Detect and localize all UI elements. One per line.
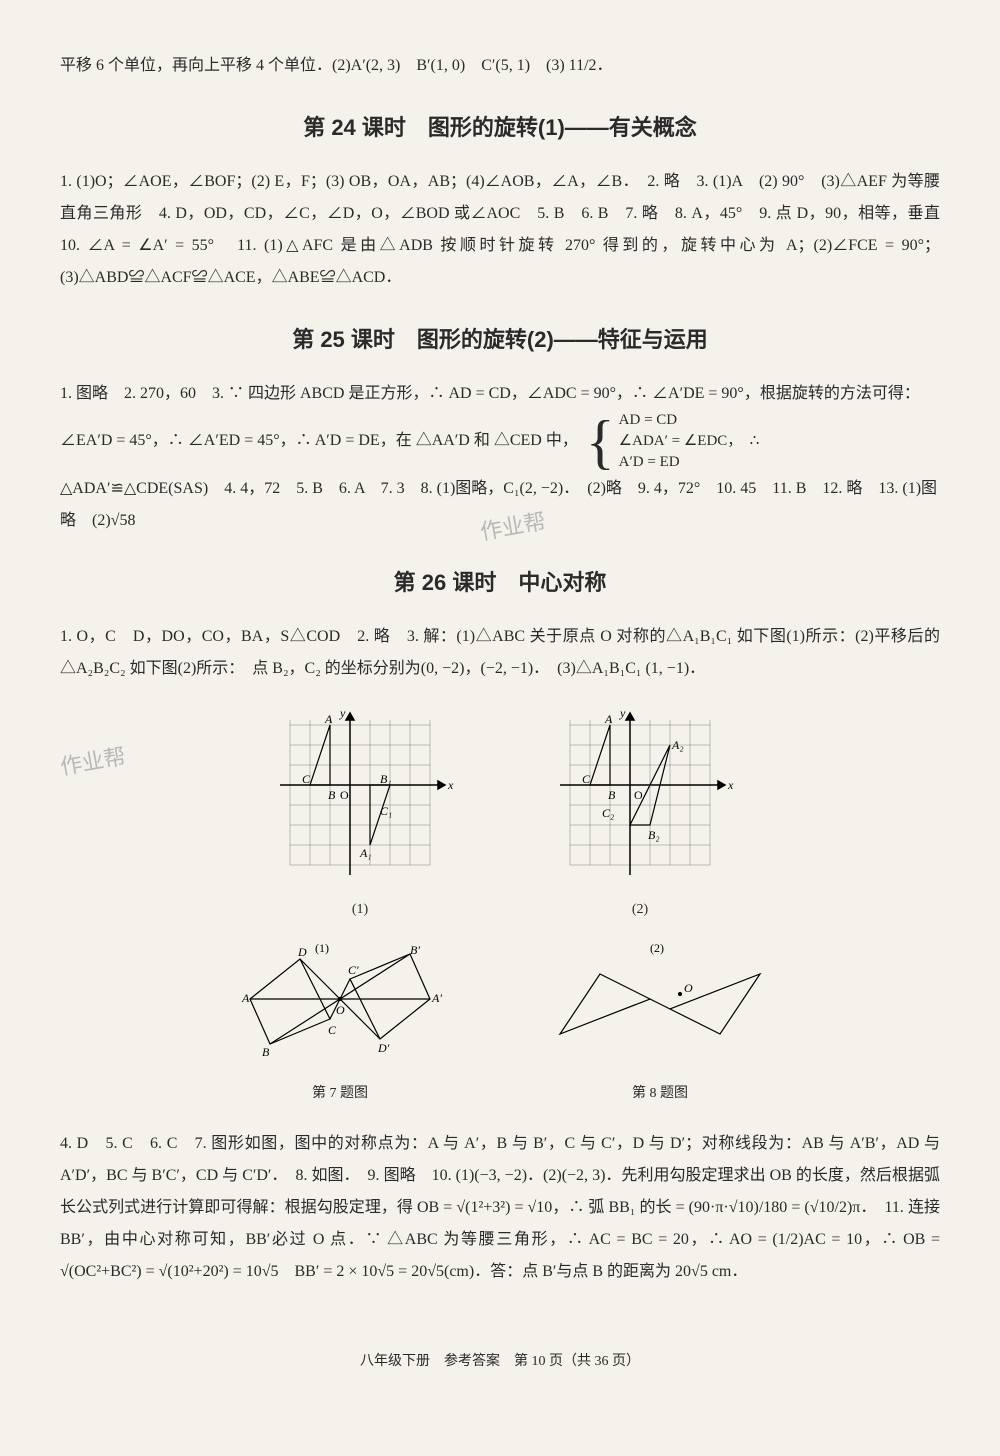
top-continuation-line: 平移 6 个单位，再向上平移 4 个单位．(2)A′(2, 3) B′(1, 0… <box>60 50 940 82</box>
svg-text:B: B <box>328 788 336 802</box>
brace-line-3: A′D = ED <box>619 454 680 470</box>
section-26-p1: 1. O，C D，DO，CO，BA，S△COD 2. 略 3. 解：(1)△AB… <box>60 621 940 685</box>
svg-text:A: A <box>241 991 250 1005</box>
svg-text:D: D <box>297 945 307 959</box>
svg-text:A: A <box>604 712 613 726</box>
figure-row-q7q8: A D B C A′ D′ B′ C′ O (1) 第 7 题图 O (2) 第 8 题图 <box>60 944 940 1108</box>
svg-text:O: O <box>634 788 643 802</box>
svg-text:O: O <box>340 788 349 802</box>
section-25-body: 1. 图略 2. 270，60 3. ∵ 四边形 ABCD 是正方形，∴ AD … <box>60 378 940 537</box>
section-24-body: 1. (1)O；∠AOE，∠BOF；(2) E，F；(3) OB，OA，AB；(… <box>60 166 940 294</box>
svg-text:(2): (2) <box>650 944 664 955</box>
grid-figure-1: x y O A C B B₁ C₁ A₁ <box>260 705 460 880</box>
svg-text:A₁: A₁ <box>359 846 372 860</box>
section-25-title: 第 25 课时 图形的旋转(2)——特征与运用 <box>60 318 940 362</box>
svg-text:C: C <box>328 1023 337 1037</box>
section-25-pre: 1. 图略 2. 270，60 3. ∵ 四边形 ABCD 是正方形，∴ AD … <box>60 385 920 449</box>
svg-text:B: B <box>262 1045 270 1059</box>
section-26-p2: 4. D 5. C 6. C 7. 图形如图，图中的对称点为：A 与 A′，B … <box>60 1128 940 1288</box>
svg-text:x: x <box>447 778 454 792</box>
section-25-post: △ADA′≌△CDE(SAS) 4. 4，72 5. B 6. A 7. 3 8… <box>60 480 937 529</box>
svg-text:O: O <box>336 1003 345 1017</box>
svg-text:O: O <box>684 981 693 995</box>
svg-text:B: B <box>608 788 616 802</box>
svg-text:C′: C′ <box>348 963 359 977</box>
brace-line-2: ∠ADA′ = ∠EDC， ∴ <box>619 433 760 449</box>
svg-text:C: C <box>302 772 311 786</box>
svg-text:y: y <box>619 706 626 720</box>
svg-text:B₁: B₁ <box>380 772 392 786</box>
svg-text:(1): (1) <box>315 944 329 955</box>
q8-caption: 第 8 题图 <box>540 1080 780 1108</box>
q8-figure: O (2) <box>540 944 780 1064</box>
q7-caption: 第 7 题图 <box>220 1080 460 1108</box>
brace-line-1: AD = CD <box>619 412 677 428</box>
svg-text:y: y <box>339 706 346 720</box>
svg-text:C: C <box>582 772 591 786</box>
svg-text:D′: D′ <box>377 1041 390 1055</box>
svg-text:A: A <box>324 712 333 726</box>
svg-text:B₂: B₂ <box>648 828 660 842</box>
svg-text:A′: A′ <box>431 991 442 1005</box>
svg-text:B′: B′ <box>410 944 420 957</box>
grid-2-caption: (2) <box>540 896 740 924</box>
svg-text:C₂: C₂ <box>602 806 614 820</box>
svg-text:x: x <box>727 778 734 792</box>
figure-row-grids: x y O A C B B₁ C₁ A₁ (1) <box>60 705 940 924</box>
svg-text:A₂: A₂ <box>671 738 684 752</box>
svg-text:C₁: C₁ <box>380 804 392 818</box>
page-footer: 八年级下册 参考答案 第 10 页（共 36 页） <box>60 1348 940 1376</box>
q7-figure: A D B C A′ D′ B′ C′ O (1) <box>220 944 460 1064</box>
section-26-title: 第 26 课时 中心对称 <box>60 561 940 605</box>
grid-1-caption: (1) <box>260 896 460 924</box>
grid-figure-2: x y O A C B A₂ C₂ B₂ <box>540 705 740 880</box>
section-24-title: 第 24 课时 图形的旋转(1)——有关概念 <box>60 106 940 150</box>
